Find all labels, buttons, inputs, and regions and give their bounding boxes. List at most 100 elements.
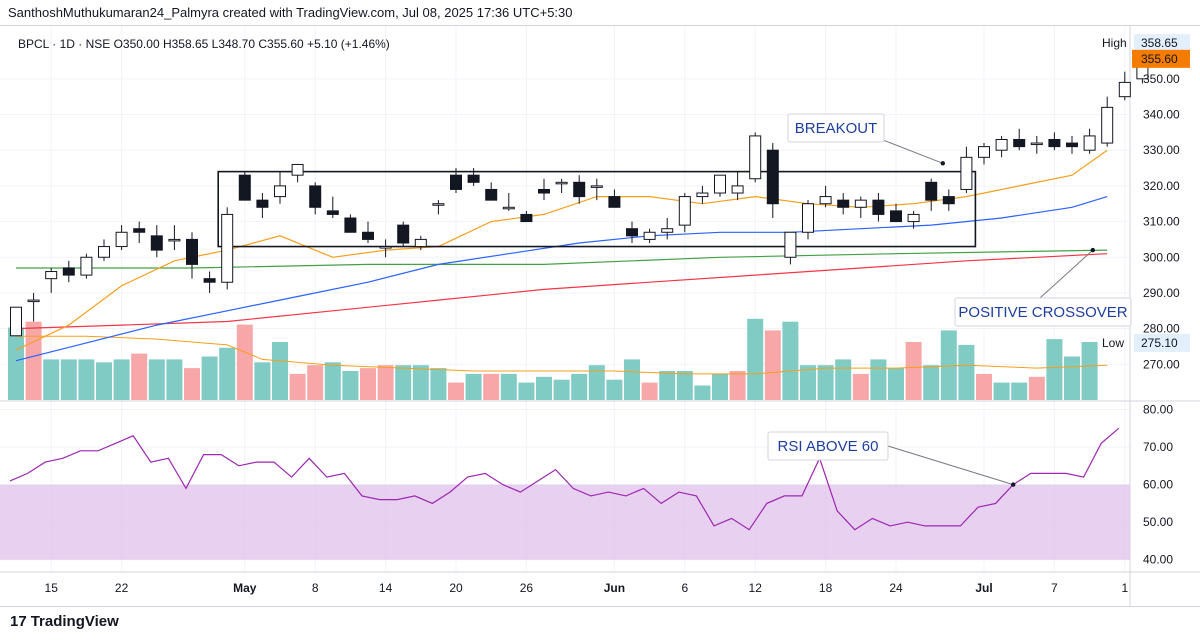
candle-body bbox=[555, 181, 568, 185]
candle-body bbox=[10, 306, 22, 337]
candle-body bbox=[221, 213, 234, 283]
volume-bar bbox=[817, 365, 834, 400]
volume-bar bbox=[289, 373, 306, 400]
time-tick-label: 24 bbox=[889, 581, 903, 595]
rsi-tick-label: 50.00 bbox=[1143, 515, 1173, 529]
chart-canvas[interactable]: BREAKOUT POSITIVE CROSSOVER RSI ABOVE 60 2… bbox=[0, 26, 1200, 606]
volume-bar bbox=[888, 368, 904, 400]
volume-bar bbox=[641, 382, 658, 400]
candle-body bbox=[784, 231, 797, 258]
time-tick-label: 8 bbox=[312, 581, 319, 595]
time-tick-label: 26 bbox=[520, 581, 534, 595]
candle-body bbox=[573, 181, 586, 198]
volume-bar bbox=[1046, 339, 1063, 400]
candle-body bbox=[45, 271, 58, 280]
volume-bar bbox=[201, 356, 218, 400]
volume-bar bbox=[1064, 356, 1080, 400]
volume-bar bbox=[448, 382, 464, 400]
rsi-tick-label: 60.00 bbox=[1143, 478, 1173, 492]
volume-bar bbox=[694, 385, 711, 400]
candle-body bbox=[819, 196, 832, 205]
volume-bar bbox=[940, 330, 957, 400]
price-tick-label: 280.00 bbox=[1143, 322, 1180, 336]
rsi-tick-label: 70.00 bbox=[1143, 440, 1173, 454]
low-price-badge bbox=[1134, 333, 1190, 352]
volume-bar bbox=[43, 359, 60, 400]
volume-bar bbox=[96, 362, 112, 400]
volume-bar bbox=[624, 359, 640, 400]
volume-bar bbox=[536, 376, 552, 400]
time-tick-label: 14 bbox=[379, 581, 393, 595]
time-tick-label: 22 bbox=[115, 581, 129, 595]
volume-bar bbox=[113, 359, 130, 400]
volume-bar bbox=[236, 324, 253, 400]
rsi-polyline bbox=[9, 427, 1120, 531]
symbol-legend: BPCL · 1D · NSE O350.00 H358.65 L348.70 … bbox=[18, 37, 390, 51]
volume-bar bbox=[1081, 342, 1098, 400]
consolidation-box bbox=[217, 170, 977, 248]
candle-body bbox=[802, 203, 814, 233]
candle-body bbox=[626, 228, 638, 237]
candle-body bbox=[1030, 142, 1043, 146]
volume-bar bbox=[958, 344, 975, 400]
time-tick-label: 18 bbox=[819, 581, 833, 595]
chart-header: SanthoshMuthukumaran24_Palmyra created w… bbox=[0, 0, 1200, 26]
high-price-badge bbox=[1134, 34, 1190, 53]
volume-bars bbox=[8, 318, 1108, 400]
volume-bar bbox=[923, 365, 940, 400]
volume-bar bbox=[1011, 382, 1028, 400]
price-axis: 270.00 280.00 290.00 300.00 310.00 320.00 330.… bbox=[1102, 34, 1190, 567]
breakout-label: BREAKOUT bbox=[795, 120, 878, 137]
volume-bar bbox=[571, 373, 588, 400]
volume-bar bbox=[131, 353, 148, 400]
high-price-value: 358.65 bbox=[1141, 36, 1178, 50]
candle-body bbox=[168, 238, 181, 242]
time-tick-label: Jul bbox=[975, 581, 992, 595]
candle-body bbox=[186, 238, 198, 265]
crossover-pointer bbox=[1039, 249, 1094, 299]
volume-bar bbox=[412, 365, 429, 400]
volume-bar bbox=[835, 359, 852, 400]
time-tick-label: Jun bbox=[604, 581, 625, 595]
ema200-line bbox=[16, 249, 1108, 269]
candle-body bbox=[115, 231, 128, 248]
low-price-value: 275.10 bbox=[1141, 336, 1178, 350]
volume-bar bbox=[360, 368, 376, 400]
volume-bar bbox=[500, 373, 517, 400]
volume-bar bbox=[483, 373, 500, 400]
candle-body bbox=[450, 174, 462, 190]
volume-bar bbox=[870, 359, 887, 400]
volume-bar bbox=[60, 359, 77, 400]
volume-bar bbox=[747, 318, 764, 400]
volume-bar bbox=[148, 359, 165, 400]
time-axis: 15 22 May 8 14 20 26 Jun 6 12 18 24 Jul 7 1 bbox=[45, 581, 1129, 595]
volume-bar bbox=[395, 365, 412, 400]
range-box bbox=[217, 170, 977, 248]
price-tick-label: 270.00 bbox=[1143, 357, 1180, 371]
candle-body bbox=[714, 174, 726, 194]
candle-body bbox=[238, 174, 251, 201]
candle-body bbox=[608, 196, 621, 208]
annotations: BREAKOUT POSITIVE CROSSOVER RSI ABOVE 60 bbox=[767, 113, 1132, 487]
tradingview-logo[interactable]: 17 TradingView bbox=[10, 613, 119, 630]
candle-body bbox=[1101, 106, 1114, 144]
volume-bar bbox=[465, 373, 482, 400]
candle-body bbox=[80, 256, 93, 276]
volume-bar bbox=[905, 342, 922, 400]
ema20-line bbox=[15, 149, 1108, 351]
candle-body bbox=[27, 299, 40, 303]
candle-body bbox=[1118, 81, 1131, 98]
breakout-pointer bbox=[882, 139, 943, 164]
rsi-tick-label: 40.00 bbox=[1143, 553, 1173, 567]
time-tick-label: 7 bbox=[1051, 581, 1058, 595]
volume-bar bbox=[254, 362, 271, 400]
candle-body bbox=[837, 199, 850, 208]
crossover-label-bg bbox=[954, 297, 1132, 327]
candle-body bbox=[1013, 138, 1026, 148]
candle-body bbox=[397, 224, 410, 244]
candle-body bbox=[432, 203, 445, 206]
time-tick-label: 1 bbox=[1121, 581, 1128, 595]
rsi-pointer bbox=[887, 445, 1014, 486]
candle-body bbox=[502, 206, 515, 210]
volume-ma-line bbox=[16, 335, 1108, 375]
